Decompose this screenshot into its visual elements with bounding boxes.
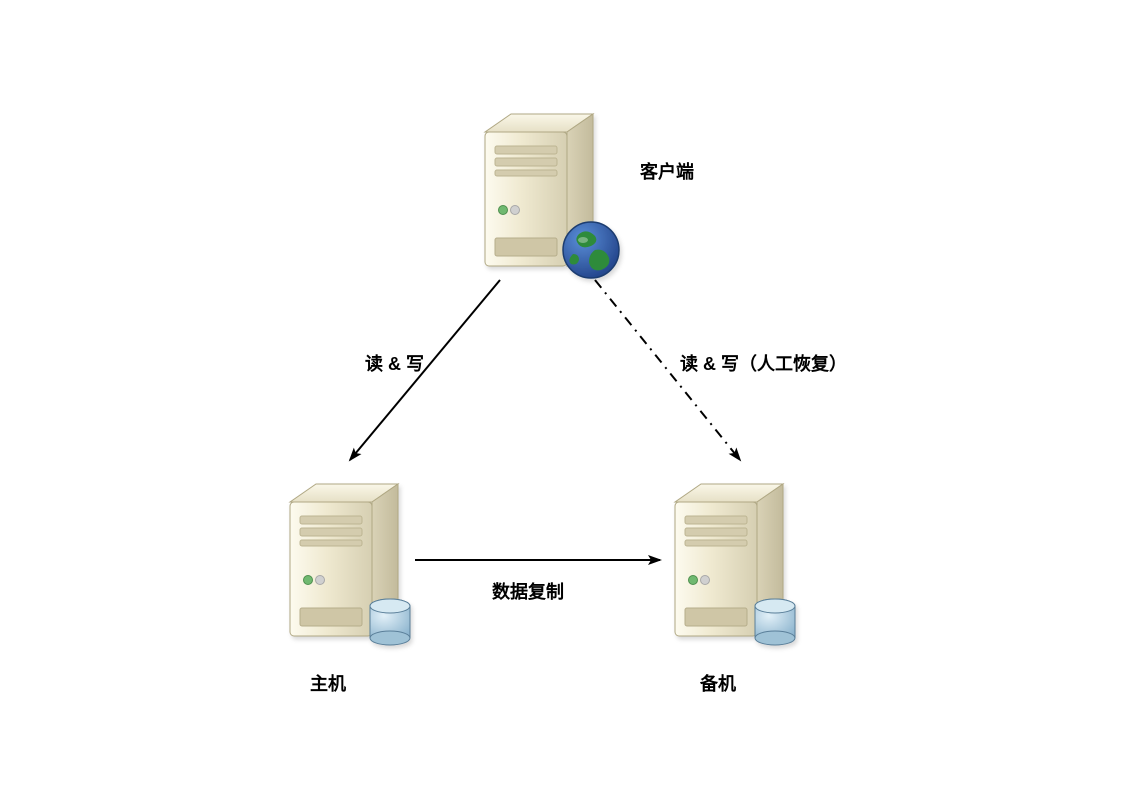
node-standby-label: 备机 <box>700 670 736 696</box>
db-icon <box>755 599 795 645</box>
node-primary <box>290 484 410 645</box>
node-client <box>485 114 619 278</box>
edge-client-standby-label: 读 & 写（人工恢复） <box>680 350 847 376</box>
edge-client-primary-label: 读 & 写 <box>365 350 424 376</box>
node-primary-label: 主机 <box>310 670 346 696</box>
edge-primary-standby-label: 数据复制 <box>492 578 564 604</box>
globe-icon <box>563 222 619 278</box>
node-standby <box>675 484 795 645</box>
diagram-svg <box>0 0 1123 794</box>
diagram-canvas: 客户端 主机 备机 读 & 写 读 & 写（人工恢复） 数据复制 <box>0 0 1123 794</box>
node-client-label: 客户端 <box>640 158 694 184</box>
db-icon <box>370 599 410 645</box>
